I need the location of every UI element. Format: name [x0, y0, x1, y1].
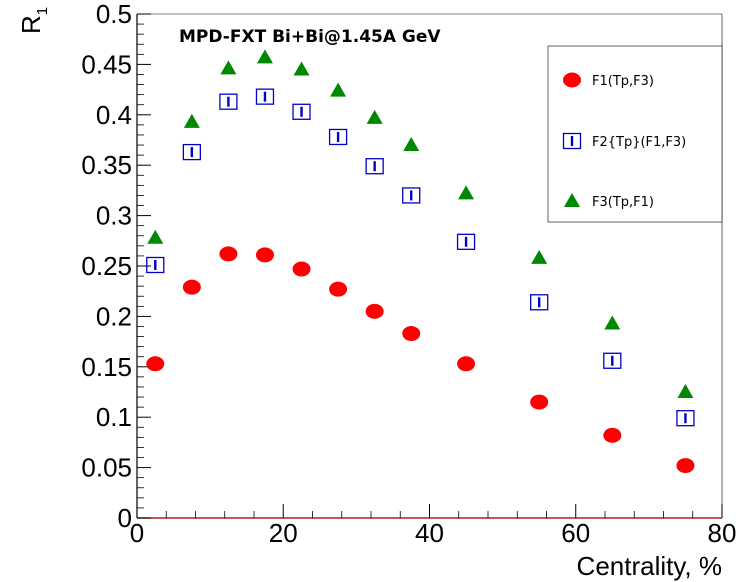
square-outline: [255, 88, 275, 105]
data-point: [255, 247, 274, 263]
x-tick-label: 60: [561, 518, 590, 548]
data-points: [146, 49, 695, 474]
data-point: [365, 158, 384, 175]
y-tick-label: 0: [118, 503, 132, 533]
y-axis: 0 0.05 0.1 0.15 0.2 0.25 0.3 0.35 0.4 0.45 0.5: [81, 0, 151, 533]
series-3: [147, 49, 694, 398]
data-point: [676, 410, 695, 427]
data-point: [292, 103, 311, 120]
data-point: [603, 427, 622, 443]
square-outline: [292, 103, 311, 120]
data-point: [531, 249, 548, 264]
x-tick-label: 0: [130, 518, 144, 548]
data-point: [146, 356, 165, 372]
y-tick-label: 0.35: [81, 150, 132, 180]
y-tick-label: 0.15: [81, 352, 132, 382]
legend-item: F1(Tp,F3): [563, 72, 654, 89]
square-outline: [328, 128, 348, 146]
data-point: [330, 82, 347, 97]
x-tick-label: 40: [415, 518, 444, 548]
y-tick-label: 0.45: [81, 49, 132, 79]
series-2: [146, 88, 695, 427]
y-axis-label-main: R: [16, 15, 46, 34]
data-point: [292, 261, 311, 277]
data-point: [220, 60, 237, 75]
y-tick-label: 0.3: [96, 201, 132, 231]
legend-marker: [563, 72, 581, 88]
data-point: [219, 93, 238, 110]
y-axis-label-subscript: 1: [34, 7, 51, 15]
data-point: [146, 256, 165, 274]
y-axis-label: R1: [16, 7, 51, 34]
series-1: [146, 246, 695, 474]
y-tick-label: 0.4: [96, 100, 132, 130]
y-tick-label: 0.5: [96, 0, 132, 29]
square-outline: [182, 143, 201, 161]
square-outline: [402, 187, 421, 204]
square-outline: [676, 410, 695, 427]
data-point: [365, 303, 384, 319]
data-point: [402, 187, 421, 204]
data-point: [329, 281, 348, 297]
legend-marker: [564, 193, 580, 207]
square-outline: [365, 158, 384, 175]
y-tick-label: 0.25: [81, 251, 132, 281]
x-axis-label: Centrality, %: [577, 551, 722, 581]
square-outline: [530, 294, 549, 311]
x-tick-label: 20: [269, 518, 298, 548]
data-point: [677, 384, 694, 398]
y-tick-label: 0.2: [96, 301, 132, 331]
legend-item: F2{Tp}(F1,F3): [562, 132, 686, 150]
data-point: [366, 109, 383, 124]
data-point: [182, 279, 201, 295]
legend: F1(Tp,F3) F2{Tp}(F1,F3) F3(Tp,F1): [562, 72, 686, 210]
data-point: [147, 229, 164, 244]
data-point: [530, 394, 549, 410]
data-point: [403, 137, 420, 152]
data-point: [182, 143, 201, 161]
square-outline: [219, 93, 238, 110]
data-point: [328, 128, 348, 146]
legend-label: F3(Tp,F1): [592, 195, 654, 210]
legend-label: F1(Tp,F3): [592, 74, 654, 89]
x-tick-label: 80: [708, 518, 737, 548]
data-point: [183, 113, 200, 128]
data-point: [676, 458, 695, 474]
legend-item: F3(Tp,F1): [564, 193, 654, 210]
x-axis: 0 20 40 60 80: [130, 504, 737, 548]
legend-marker: [562, 132, 582, 150]
y-tick-label: 0.05: [81, 453, 132, 483]
data-point: [456, 233, 476, 250]
data-point: [457, 356, 476, 372]
data-point: [255, 88, 275, 105]
square-outline: [603, 352, 622, 369]
y-tick-label: 0.1: [96, 402, 132, 432]
data-point: [530, 294, 549, 311]
legend-label: F2{Tp}(F1,F3): [592, 135, 686, 150]
data-point: [256, 49, 273, 64]
square-outline: [562, 132, 582, 150]
plot-title: MPD-FXT Bi+Bi@1.45A GeV: [179, 27, 441, 47]
data-point: [219, 246, 238, 262]
data-point: [603, 352, 622, 369]
square-outline: [456, 233, 476, 250]
data-point: [458, 185, 475, 200]
data-point: [402, 326, 421, 342]
square-outline: [146, 256, 165, 274]
data-point: [604, 315, 621, 330]
data-point: [293, 61, 310, 76]
